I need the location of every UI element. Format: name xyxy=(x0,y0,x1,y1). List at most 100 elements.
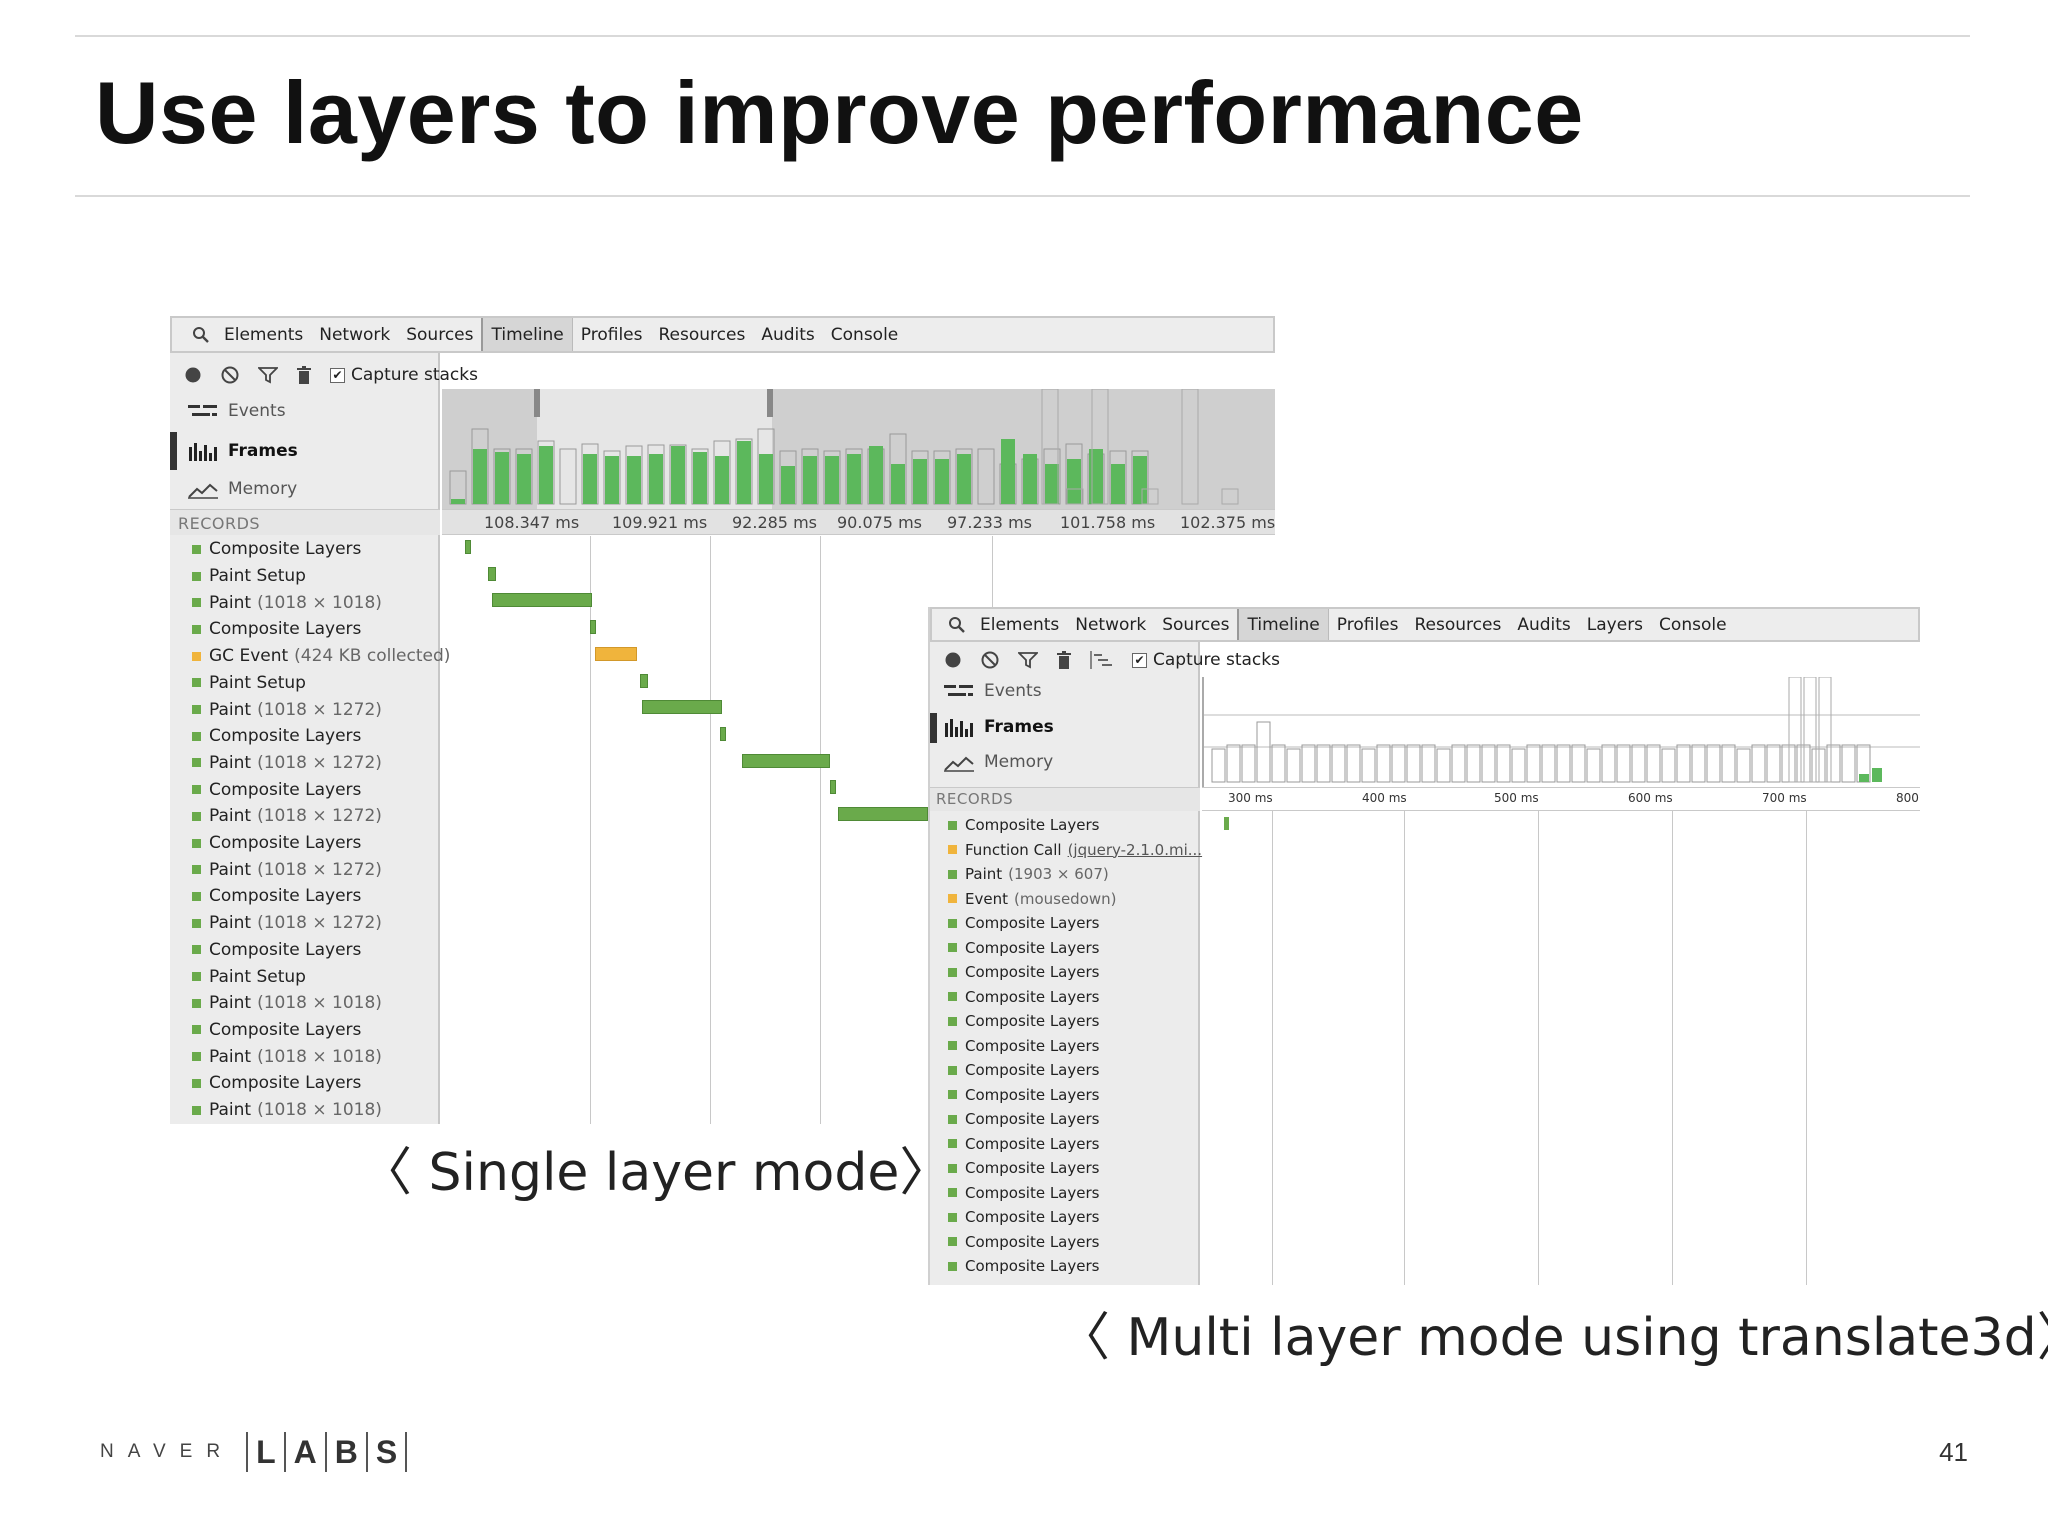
record-row[interactable]: Paint (1903 × 607) xyxy=(948,862,1109,887)
capture-stacks-checkbox[interactable]: ✔ xyxy=(330,367,345,383)
record-row[interactable]: Composite Layers xyxy=(948,1132,1099,1157)
record-row[interactable]: Paint Setup xyxy=(192,670,306,697)
tab-profiles[interactable]: Profiles xyxy=(1336,614,1399,635)
record-category-swatch xyxy=(192,1105,201,1115)
mode-memory[interactable]: Memory xyxy=(188,474,297,504)
clear-icon[interactable] xyxy=(980,650,1000,670)
ruler-tick-label: 92.285 ms xyxy=(732,513,817,532)
logo-naver-word: NAVER xyxy=(100,1441,235,1462)
record-bar[interactable] xyxy=(488,566,496,581)
record-row[interactable]: Paint (1018 × 1272) xyxy=(192,696,382,723)
tab-timeline[interactable]: Timeline xyxy=(481,318,573,351)
record-row[interactable]: Paint (1018 × 1018) xyxy=(192,589,382,616)
record-row[interactable]: Composite Layers xyxy=(948,1156,1099,1181)
record-name: Composite Layers xyxy=(965,914,1100,933)
clear-icon[interactable] xyxy=(220,365,240,385)
record-row[interactable]: Composite Layers xyxy=(948,1107,1099,1132)
tab-layers[interactable]: Layers xyxy=(1586,614,1644,635)
tab-console[interactable]: Console xyxy=(1659,614,1727,635)
tab-timeline[interactable]: Timeline xyxy=(1237,609,1329,640)
record-row[interactable]: Composite Layers xyxy=(192,776,361,803)
tab-network[interactable]: Network xyxy=(319,324,391,345)
record-row[interactable]: Composite Layers xyxy=(192,723,361,750)
record-bar[interactable] xyxy=(595,646,637,661)
record-row[interactable]: Paint (1018 × 1272) xyxy=(192,803,382,830)
tab-sources[interactable]: Sources xyxy=(406,324,474,345)
record-row[interactable]: Function Call (jquery-2.1.0.mi... xyxy=(948,838,1202,863)
record-row[interactable]: Paint (1018 × 1018) xyxy=(192,1043,382,1070)
trash-icon[interactable] xyxy=(296,365,312,385)
record-row[interactable]: Composite Layers xyxy=(192,883,361,910)
record-row[interactable]: Composite Layers xyxy=(192,1070,361,1097)
tab-network[interactable]: Network xyxy=(1075,614,1147,635)
frame-divider xyxy=(1272,811,1273,1285)
record-row[interactable]: Composite Layers xyxy=(192,830,361,857)
search-icon[interactable] xyxy=(186,326,216,344)
record-row[interactable]: Composite Layers xyxy=(948,1034,1099,1059)
record-row[interactable]: Composite Layers xyxy=(948,1230,1099,1255)
record-row[interactable]: Paint (1018 × 1272) xyxy=(192,910,382,937)
mode-events[interactable]: Events xyxy=(188,396,286,426)
tab-elements[interactable]: Elements xyxy=(224,324,304,345)
search-icon[interactable] xyxy=(942,616,972,634)
capture-stacks-checkbox[interactable]: ✔ xyxy=(1132,652,1147,668)
trash-icon[interactable] xyxy=(1056,650,1072,670)
record-bar[interactable] xyxy=(838,807,928,821)
mode-frames[interactable]: Frames xyxy=(944,713,1054,741)
record-source-link[interactable]: (jquery-2.1.0.mi... xyxy=(1067,840,1203,859)
record-row[interactable]: Paint (1018 × 1272) xyxy=(192,750,382,777)
record-bar[interactable] xyxy=(1224,817,1229,830)
record-bar[interactable] xyxy=(640,673,648,688)
mode-events[interactable]: Events xyxy=(944,677,1042,705)
record-row[interactable]: Composite Layers xyxy=(948,1254,1099,1279)
logo-separator xyxy=(405,1432,408,1472)
record-row[interactable]: Composite Layers xyxy=(192,1017,361,1044)
record-category-swatch xyxy=(948,943,957,953)
record-bar[interactable] xyxy=(465,540,471,554)
flame-view-icon[interactable] xyxy=(1090,651,1114,669)
record-row[interactable]: Composite Layers xyxy=(948,1058,1099,1083)
record-row[interactable]: Paint (1018 × 1018) xyxy=(192,990,382,1017)
record-row[interactable]: Composite Layers xyxy=(948,936,1099,961)
record-row[interactable]: Composite Layers xyxy=(948,911,1099,936)
filter-icon[interactable] xyxy=(1018,651,1038,669)
record-row[interactable]: Composite Layers xyxy=(192,536,361,563)
record-bar[interactable] xyxy=(720,726,726,741)
record-row[interactable]: Composite Layers xyxy=(948,813,1099,838)
overview-window-handle xyxy=(534,389,540,417)
tab-resources[interactable]: Resources xyxy=(1414,614,1502,635)
mode-frames[interactable]: Frames xyxy=(188,436,298,466)
record-row[interactable]: Composite Layers xyxy=(948,985,1099,1010)
record-bar[interactable] xyxy=(642,700,722,715)
record-row[interactable]: Composite Layers xyxy=(948,1205,1099,1230)
record-bar[interactable] xyxy=(492,593,592,608)
record-row[interactable]: Composite Layers xyxy=(192,937,361,964)
record-row[interactable]: Event (mousedown) xyxy=(948,887,1117,912)
tab-sources[interactable]: Sources xyxy=(1162,614,1230,635)
record-row[interactable]: Composite Layers xyxy=(192,616,361,643)
record-row[interactable]: Composite Layers xyxy=(948,1181,1099,1206)
filter-icon[interactable] xyxy=(258,366,278,384)
tab-resources[interactable]: Resources xyxy=(658,324,746,345)
tab-profiles[interactable]: Profiles xyxy=(580,324,643,345)
record-row[interactable]: Paint Setup xyxy=(192,563,306,590)
tab-audits[interactable]: Audits xyxy=(1517,614,1571,635)
record-row[interactable]: Paint (1018 × 1272) xyxy=(192,856,382,883)
tab-elements[interactable]: Elements xyxy=(980,614,1060,635)
record-name: Paint xyxy=(209,752,252,773)
record-bar[interactable] xyxy=(742,753,830,768)
record-row[interactable]: Composite Layers xyxy=(948,1083,1099,1108)
tab-audits[interactable]: Audits xyxy=(761,324,815,345)
record-row[interactable]: Composite Layers xyxy=(948,960,1099,985)
mode-memory[interactable]: Memory xyxy=(944,748,1053,776)
record-icon[interactable] xyxy=(944,651,962,669)
record-row[interactable]: GC Event (424 KB collected) xyxy=(192,643,450,670)
frame-divider xyxy=(590,536,591,1124)
record-bar[interactable] xyxy=(590,620,596,635)
record-bar[interactable] xyxy=(830,780,836,795)
tab-console[interactable]: Console xyxy=(830,324,899,345)
record-row[interactable]: Paint Setup xyxy=(192,963,306,990)
record-row[interactable]: Paint (1018 × 1018) xyxy=(192,1097,382,1124)
record-row[interactable]: Composite Layers xyxy=(948,1009,1099,1034)
record-icon[interactable] xyxy=(184,366,202,384)
